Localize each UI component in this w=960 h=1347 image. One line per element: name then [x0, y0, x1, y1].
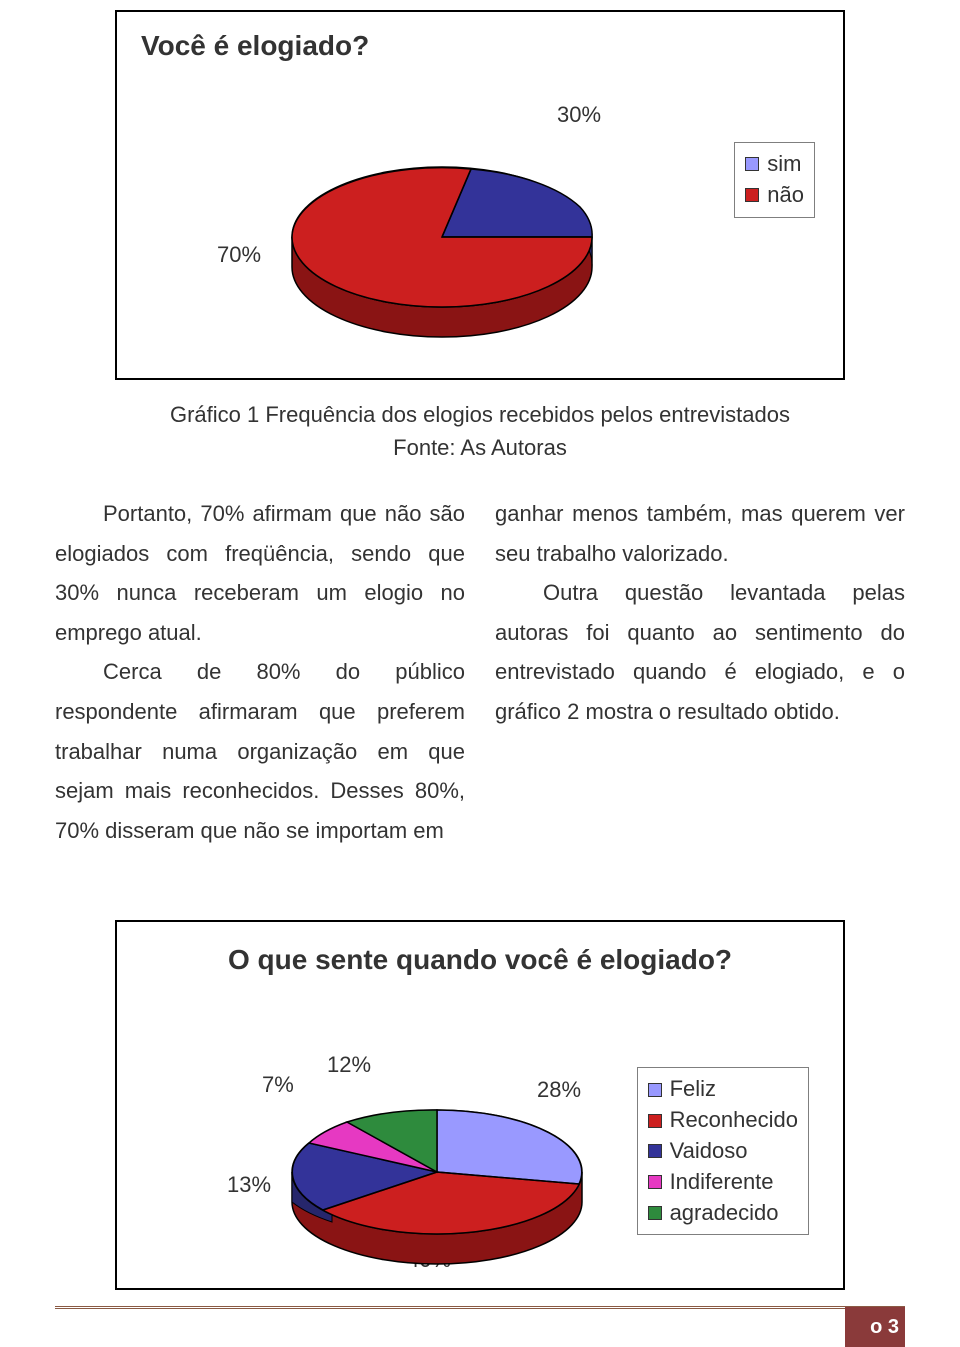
legend-swatch	[648, 1083, 662, 1097]
caption-line1: Gráfico 1 Frequência dos elogios recebid…	[170, 402, 790, 427]
chart1-legend: sim não	[734, 142, 815, 218]
chart2-container: O que sente quando você é elogiado? 7% 1…	[115, 920, 845, 1290]
legend-swatch	[648, 1144, 662, 1158]
paragraph: Cerca de 80% do público respondente afir…	[55, 652, 465, 850]
legend-label: sim	[767, 149, 801, 180]
paragraph: ganhar menos também, mas querem ver seu …	[495, 501, 905, 566]
legend-swatch	[648, 1206, 662, 1220]
legend-swatch	[745, 157, 759, 171]
legend-item: não	[745, 180, 804, 211]
footer-bar: o 3	[55, 1306, 905, 1346]
column-right: ganhar menos também, mas querem ver seu …	[495, 494, 905, 850]
chart1-label-70: 70%	[217, 242, 261, 268]
legend-item: agradecido	[648, 1198, 798, 1229]
legend-item: Feliz	[648, 1074, 798, 1105]
chart2-pie	[287, 1077, 587, 1272]
legend-item: sim	[745, 149, 804, 180]
legend-item: Vaidoso	[648, 1136, 798, 1167]
legend-swatch	[648, 1114, 662, 1128]
column-left: Portanto, 70% afirmam que não são elogia…	[55, 494, 465, 850]
legend-item: Indiferente	[648, 1167, 798, 1198]
legend-label: Vaidoso	[670, 1136, 748, 1167]
chart1-label-30: 30%	[557, 102, 601, 128]
paragraph: Portanto, 70% afirmam que não são elogia…	[55, 494, 465, 652]
chart1-caption: Gráfico 1 Frequência dos elogios recebid…	[0, 398, 960, 464]
caption-line2: Fonte: As Autoras	[393, 435, 567, 460]
legend-label: Indiferente	[670, 1167, 774, 1198]
body-columns: Portanto, 70% afirmam que não são elogia…	[0, 464, 960, 850]
page-tab: o 3	[845, 1307, 905, 1347]
chart2-title: O que sente quando você é elogiado?	[117, 922, 843, 976]
legend-label: Reconhecido	[670, 1105, 798, 1136]
legend-swatch	[648, 1175, 662, 1189]
legend-label: agradecido	[670, 1198, 779, 1229]
chart1-pie	[287, 127, 597, 352]
chart2-label-13: 13%	[227, 1172, 271, 1198]
legend-label: Feliz	[670, 1074, 716, 1105]
chart2-label-12: 12%	[327, 1052, 371, 1078]
chart1-container: Você é elogiado? 70% 30% sim não	[115, 10, 845, 380]
chart2-legend: Feliz Reconhecido Vaidoso Indiferente ag…	[637, 1067, 809, 1235]
legend-label: não	[767, 180, 804, 211]
paragraph: Outra questão levantada pelas autoras fo…	[495, 573, 905, 731]
legend-item: Reconhecido	[648, 1105, 798, 1136]
chart1-title: Você é elogiado?	[117, 12, 843, 62]
legend-swatch	[745, 188, 759, 202]
